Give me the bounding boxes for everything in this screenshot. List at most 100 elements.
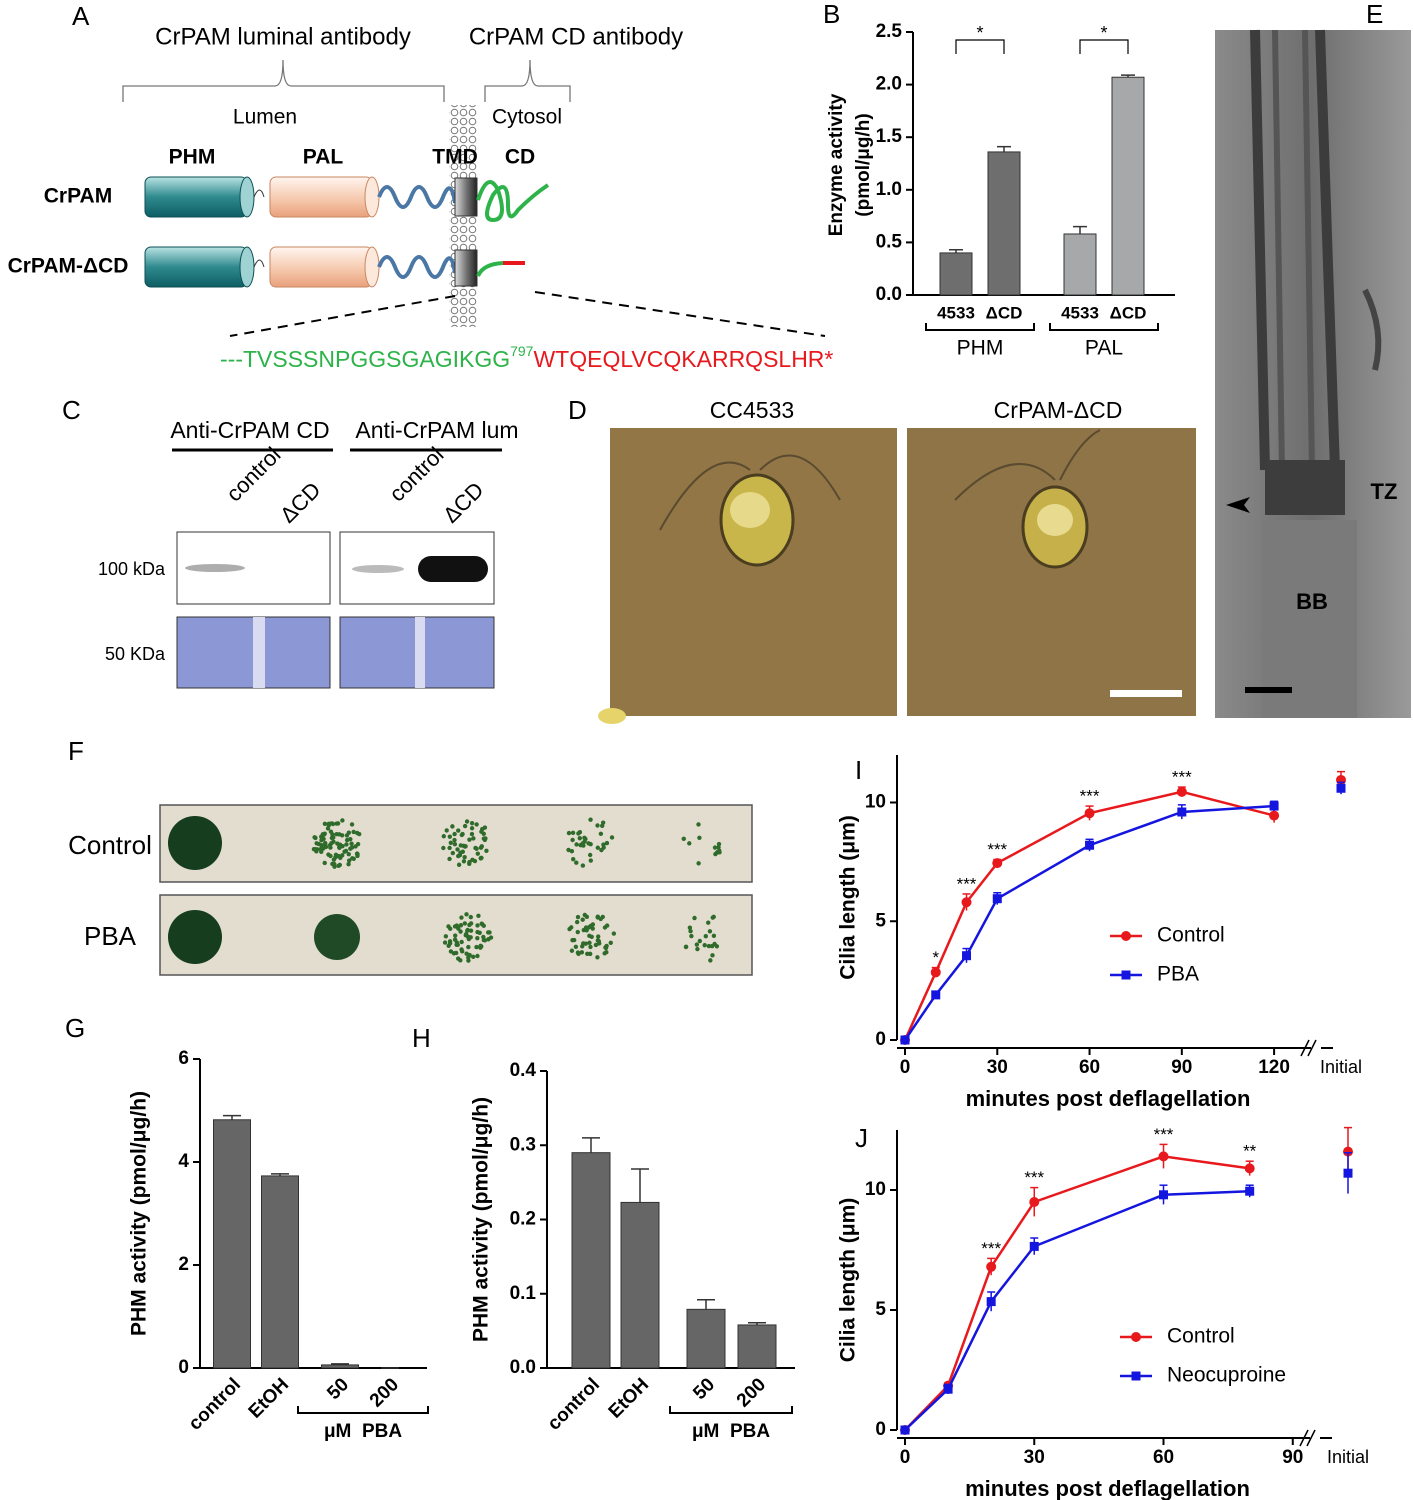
bar <box>1111 76 1145 296</box>
colony <box>482 825 488 830</box>
colony <box>459 915 464 920</box>
x-tick-label: 120 <box>1258 1057 1290 1078</box>
colony <box>329 835 335 841</box>
panel-label: C <box>62 395 81 425</box>
x-tick-label: 0 <box>900 1447 911 1468</box>
colony <box>703 934 709 939</box>
colony <box>462 921 468 926</box>
colony <box>462 855 467 860</box>
significance: *** <box>1080 787 1100 806</box>
colony <box>328 853 333 859</box>
data-point <box>1244 1163 1255 1174</box>
colony <box>332 864 337 869</box>
marker-label: 50 KDa <box>105 644 166 664</box>
colony <box>455 942 460 948</box>
colony <box>570 937 575 943</box>
colony <box>455 847 460 852</box>
colony <box>476 913 481 918</box>
colony <box>461 843 466 848</box>
bar <box>213 1119 251 1369</box>
data-point <box>986 1297 996 1307</box>
colony <box>452 831 457 837</box>
significance-bracket <box>955 39 1005 54</box>
data-point <box>931 990 941 1000</box>
colony <box>453 950 459 956</box>
colony <box>342 849 347 854</box>
x-tick-label: 4533 <box>1061 303 1099 322</box>
axis-break <box>1300 1039 1317 1057</box>
colony <box>349 822 355 827</box>
colony <box>707 929 713 934</box>
domain-label: PAL <box>303 146 344 169</box>
colony <box>471 836 476 841</box>
colony <box>608 940 613 945</box>
colony <box>475 953 480 959</box>
colony <box>351 856 356 862</box>
x-tick-label: ΔCD <box>1110 303 1147 322</box>
y-tick-label: 0.0 <box>510 1357 536 1378</box>
colony <box>348 846 353 851</box>
colony <box>472 858 478 864</box>
colony <box>577 829 583 835</box>
y-tick-label: 10 <box>865 792 886 813</box>
colony <box>475 923 480 928</box>
x-tick-label: 50 <box>689 1374 719 1404</box>
colony <box>346 861 351 867</box>
colony <box>319 838 324 843</box>
colony <box>441 845 446 851</box>
colony <box>459 947 464 952</box>
colony <box>325 826 331 831</box>
colony <box>577 836 582 841</box>
data-point <box>900 1035 910 1045</box>
lane-label: ΔCD <box>275 477 326 528</box>
y-tick-label: 0.4 <box>510 1060 537 1081</box>
colony <box>320 832 326 837</box>
colony <box>448 840 454 845</box>
axis-break <box>1299 1429 1316 1447</box>
colony <box>474 846 479 851</box>
colony <box>574 919 580 925</box>
colony <box>601 842 606 847</box>
data-point <box>1159 1190 1169 1200</box>
lane-label: ΔCD <box>438 477 489 528</box>
colony <box>716 845 721 850</box>
group-bracket <box>669 1406 793 1414</box>
compartment-label: Cytosol <box>492 106 562 129</box>
bar <box>261 1175 299 1369</box>
x-axis-label: minutes post deflagellation <box>966 1086 1251 1111</box>
initial-point <box>1336 783 1346 793</box>
data-point <box>992 894 1002 904</box>
panel-label: B <box>823 0 840 29</box>
data-point <box>1029 1241 1039 1251</box>
strain-label: CrPAM-ΔCD <box>994 397 1123 423</box>
y-tick-label: 0.3 <box>510 1134 536 1155</box>
colony <box>584 914 590 920</box>
legend-label: PBA <box>1157 963 1199 986</box>
colony <box>441 834 446 839</box>
colony <box>697 835 702 840</box>
data-point <box>962 951 972 961</box>
colony <box>604 923 610 928</box>
colony <box>314 841 319 846</box>
colony <box>353 844 358 849</box>
group-label: μM PBA <box>692 1421 770 1442</box>
colony <box>706 943 712 949</box>
condition-label: PBA <box>84 921 137 951</box>
series-line <box>904 1189 1250 1431</box>
colony <box>322 860 327 866</box>
spot-assay: Control PBA <box>68 804 753 976</box>
colony <box>456 828 461 833</box>
lane-label: control <box>221 442 285 506</box>
colony <box>569 848 575 854</box>
colony <box>314 847 320 852</box>
colony <box>444 828 449 833</box>
colony <box>590 922 596 927</box>
data-point <box>1269 810 1280 821</box>
colony <box>319 842 324 848</box>
colony <box>320 846 326 851</box>
sequence-retained: ---TVSSSNPGGSGAGIKGG <box>220 346 510 372</box>
legend-label: Control <box>1167 1325 1235 1348</box>
x-tick-label: 60 <box>1079 1057 1100 1078</box>
data-point <box>943 1384 953 1394</box>
group-bracket <box>1049 323 1159 331</box>
